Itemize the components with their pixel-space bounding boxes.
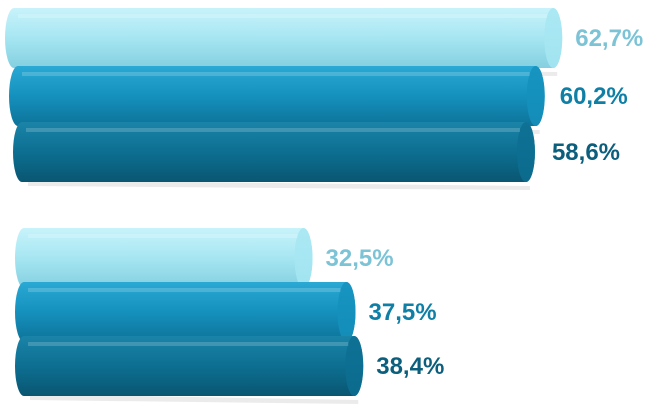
data-label: 60,2% [560,83,628,110]
bar-body [13,122,535,182]
bar-body [15,228,313,288]
data-label: 58,6% [552,139,620,166]
bar-body [15,282,356,342]
data-label: 32,5% [326,245,394,272]
bar-1-series-1 [5,8,563,76]
bar-highlight [28,342,349,346]
bar-highlight [18,14,548,18]
bar-end-cap [294,228,313,288]
bar-end-cap [345,336,364,396]
data-label: 62,7% [575,25,643,52]
bar-highlight [22,72,530,76]
data-label: 38,4% [376,353,444,380]
bar-end-cap [544,8,563,68]
bar-shadow [30,394,359,404]
bar-highlight [26,128,520,132]
bar-shadow [28,180,530,190]
bar-highlight [28,288,341,292]
bar-body [9,66,545,126]
bar-end-cap [337,282,356,342]
labels-group: 62,7% 60,2% 58,6% 32,5% 37,5% 38,4% [326,25,644,380]
data-label: 37,5% [369,299,437,326]
bar-2-series-3 [15,336,364,404]
bar-body [15,336,364,396]
bar-1-series-3 [13,122,535,190]
bar-end-cap [526,66,545,126]
bar-body [5,8,563,68]
bars-group [5,8,563,404]
bar-highlight [28,234,298,238]
bar-end-cap [516,122,535,182]
